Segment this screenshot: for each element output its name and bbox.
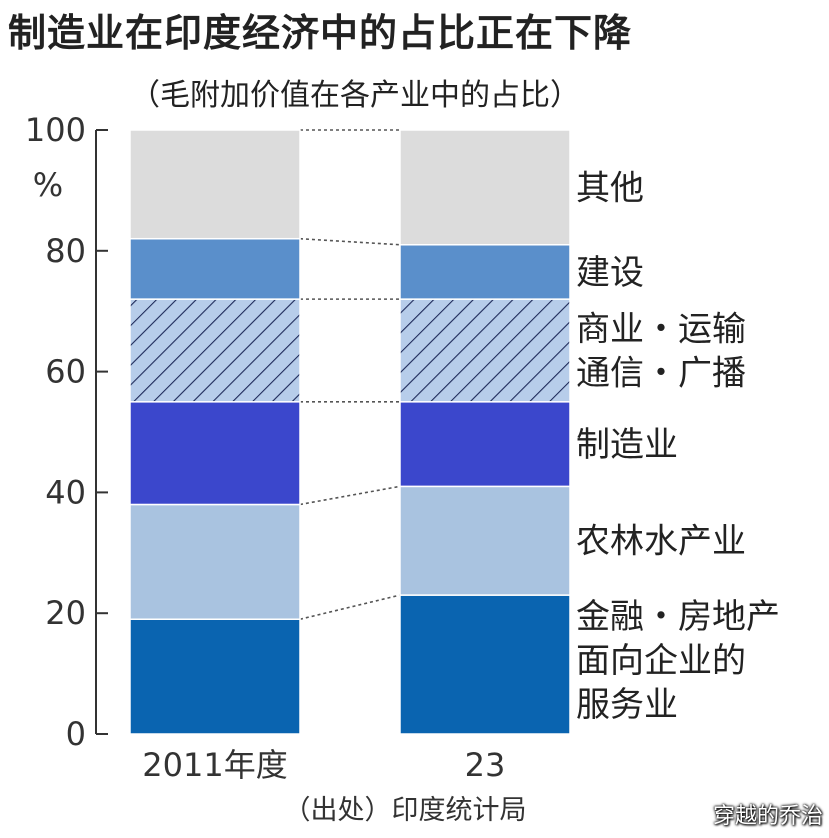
y-tick-label: 80 xyxy=(45,232,86,270)
bar-segment xyxy=(129,129,301,240)
bar-segment xyxy=(129,503,301,620)
x-tick-label: 2011年度 xyxy=(142,746,287,784)
watermark: 穿越的乔治 xyxy=(712,804,823,829)
legend-label: 农林水产业 xyxy=(576,522,746,562)
bar-segment xyxy=(399,244,571,300)
connector-line xyxy=(299,594,401,621)
legend-label: 面向企业的 xyxy=(576,641,746,681)
legend-label: 商业・运输 xyxy=(576,309,746,349)
legend-label: 制造业 xyxy=(576,425,678,465)
legend-label: 其他 xyxy=(576,168,644,208)
connector-line xyxy=(299,237,401,246)
y-tick-label: 0 xyxy=(66,715,86,753)
bar-segment xyxy=(129,237,301,300)
bar-segment xyxy=(129,618,301,735)
bar-segment xyxy=(129,401,301,506)
bar-segment xyxy=(399,594,571,735)
bar-segment xyxy=(399,129,571,246)
y-tick-label: 60 xyxy=(45,353,86,391)
bar-segment xyxy=(129,298,301,403)
connector-line xyxy=(299,485,401,506)
y-unit-label: % xyxy=(33,166,63,204)
legend-label: 金融・房地产 xyxy=(576,597,780,637)
y-tick-label: 100 xyxy=(25,111,86,149)
bar-segment xyxy=(399,401,571,488)
legend-label: 通信・广播 xyxy=(576,353,746,393)
chart-subtitle: （毛附加价值在各产业中的占比） xyxy=(130,78,580,113)
y-tick-label: 40 xyxy=(45,473,86,511)
legend-label: 建设 xyxy=(576,253,644,293)
legend-label: 服务业 xyxy=(576,685,678,725)
bar-segment xyxy=(399,485,571,596)
y-tick-label: 20 xyxy=(45,594,86,632)
source-note: （出处）印度统计局 xyxy=(284,795,527,826)
x-tick-label: 23 xyxy=(465,746,506,784)
chart-title: 制造业在印度经济中的占比正在下降 xyxy=(8,11,633,55)
bar-segment xyxy=(399,298,571,403)
